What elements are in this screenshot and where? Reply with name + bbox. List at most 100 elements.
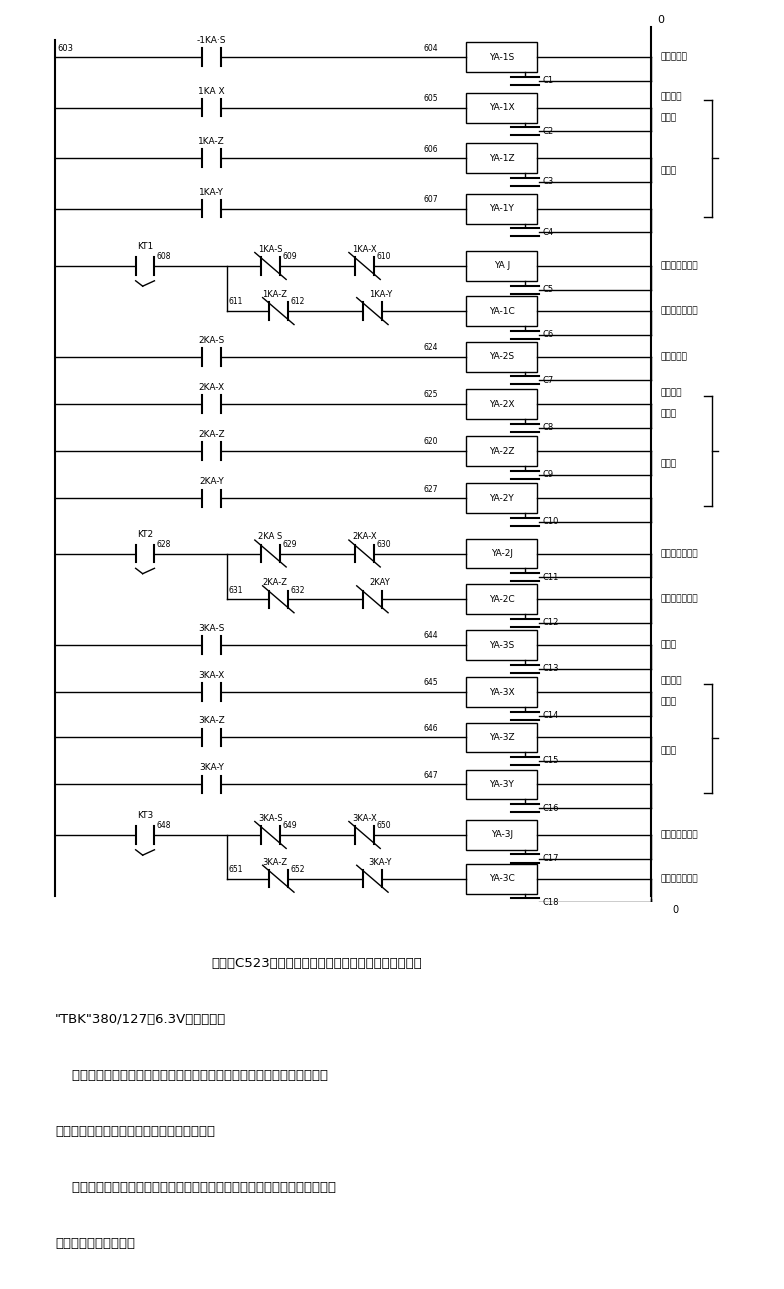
Text: 3KA-Y: 3KA-Y (199, 763, 224, 772)
Text: 624: 624 (423, 343, 437, 352)
Text: YA-2Z: YA-2Z (489, 447, 514, 455)
Text: 645: 645 (423, 678, 438, 687)
Text: C14: C14 (543, 712, 559, 721)
Text: 装在悬挂式按钮站上，对机床进行集中控制。: 装在悬挂式按钮站上，对机床进行集中控制。 (55, 1125, 215, 1138)
Text: 3KA-Z: 3KA-Z (262, 857, 287, 866)
Text: C11: C11 (543, 572, 559, 581)
Text: C7: C7 (543, 376, 554, 385)
Text: 离合器: 离合器 (660, 166, 677, 175)
Text: 水平制动离合器: 水平制动离合器 (660, 594, 698, 603)
Text: 648: 648 (157, 821, 171, 830)
Text: 水平制动离合器: 水平制动离合器 (660, 874, 698, 883)
Text: C10: C10 (543, 517, 559, 526)
Text: 左垂直刀架: 左垂直刀架 (660, 53, 687, 62)
Text: 离合器: 离合器 (660, 459, 677, 468)
Text: 垂直刀架和侧刀架均由电磁离合器来控制，全部操纵按钮及选择开关均安: 垂直刀架和侧刀架均由电磁离合器来控制，全部操纵按钮及选择开关均安 (55, 1069, 328, 1081)
Text: 620: 620 (423, 437, 437, 446)
Text: YA-3S: YA-3S (489, 641, 514, 650)
Text: 垂直制动离合器: 垂直制动离合器 (660, 262, 698, 271)
Text: 628: 628 (157, 540, 171, 549)
Text: 离合器: 离合器 (660, 746, 677, 755)
Text: YA-1Y: YA-1Y (489, 204, 514, 213)
Text: 1KA-X: 1KA-X (352, 245, 377, 254)
Text: YA-3Y: YA-3Y (489, 780, 514, 789)
Text: 603: 603 (57, 44, 73, 53)
Text: 运　动: 运 动 (660, 697, 677, 706)
Text: KT1: KT1 (137, 242, 153, 251)
Text: 1KA-Y: 1KA-Y (199, 188, 224, 197)
Text: 627: 627 (423, 485, 437, 494)
Text: 606: 606 (423, 144, 438, 153)
Text: 2KAY: 2KAY (370, 579, 390, 588)
Text: C17: C17 (543, 855, 559, 864)
Text: 651: 651 (229, 865, 243, 874)
Text: YA J: YA J (494, 262, 510, 271)
Text: YA-2Y: YA-2Y (489, 494, 514, 503)
Text: 612: 612 (290, 298, 304, 307)
Text: 605: 605 (423, 94, 438, 103)
Text: YA-3X: YA-3X (489, 688, 514, 697)
Text: 右垂直刀架: 右垂直刀架 (660, 352, 687, 361)
Text: C13: C13 (543, 664, 559, 673)
Text: 0: 0 (673, 905, 679, 915)
Text: YA-1S: YA-1S (489, 53, 514, 62)
Text: 0: 0 (657, 15, 664, 24)
Text: 629: 629 (282, 540, 296, 549)
Text: C3: C3 (543, 178, 554, 187)
Text: C2: C2 (543, 126, 554, 135)
Text: 所示为C523型双柱立式车床的控制回路。由降压变压器: 所示为C523型双柱立式车床的控制回路。由降压变压器 (212, 956, 423, 969)
Text: C12: C12 (543, 619, 559, 628)
Text: "TBK"380/127、6.3V进行供电。: "TBK"380/127、6.3V进行供电。 (55, 1013, 226, 1026)
Text: C16: C16 (543, 803, 559, 812)
Text: YA-2J: YA-2J (491, 549, 513, 558)
Text: 609: 609 (282, 253, 297, 262)
Text: YA-3C: YA-3C (489, 874, 514, 883)
Text: 1KA-S: 1KA-S (258, 245, 283, 254)
Text: 2KA-X: 2KA-X (198, 383, 225, 392)
Text: 1KA-Z: 1KA-Z (262, 290, 287, 299)
Text: 625: 625 (423, 391, 437, 400)
Text: 3KA-X: 3KA-X (352, 813, 377, 822)
Text: 1KA-Z: 1KA-Z (198, 137, 225, 146)
Text: 644: 644 (423, 632, 438, 641)
Text: 2KA-S: 2KA-S (198, 335, 225, 344)
Text: YA-2X: YA-2X (489, 400, 514, 409)
Text: 2KA-Y: 2KA-Y (199, 477, 224, 486)
Text: 3KA-S: 3KA-S (198, 624, 225, 633)
Text: 垂直制动离合器: 垂直制动离合器 (660, 549, 698, 558)
Text: 侧刀架: 侧刀架 (660, 641, 677, 650)
Text: 1KA X: 1KA X (198, 86, 225, 95)
Text: C18: C18 (543, 898, 559, 906)
Text: 控制电路的组成部分为：工作台主电动机的起动和停止，横梁升降的控制，: 控制电路的组成部分为：工作台主电动机的起动和停止，横梁升降的控制， (55, 1181, 336, 1194)
Text: 611: 611 (229, 298, 243, 307)
Text: KT2: KT2 (137, 530, 153, 539)
Text: 2KA S: 2KA S (259, 532, 282, 541)
Text: KT3: KT3 (137, 811, 153, 820)
Text: 652: 652 (290, 865, 304, 874)
Text: 运　动: 运 动 (660, 410, 677, 419)
Text: -1KA·S: -1KA·S (197, 36, 227, 45)
Text: 632: 632 (290, 585, 304, 594)
Text: 上下左右: 上下左右 (660, 388, 681, 397)
Text: 2KA-Z: 2KA-Z (262, 579, 287, 588)
Text: 650: 650 (376, 821, 391, 830)
Text: 631: 631 (229, 585, 243, 594)
Text: YA-1Z: YA-1Z (489, 153, 514, 162)
Text: 630: 630 (376, 540, 391, 549)
Text: 608: 608 (157, 253, 171, 262)
Text: 刀架的控制三个部分。: 刀架的控制三个部分。 (55, 1236, 135, 1249)
Text: YA-2C: YA-2C (489, 594, 514, 603)
Text: C5: C5 (543, 285, 554, 294)
Text: 610: 610 (376, 253, 390, 262)
Text: YA-3Z: YA-3Z (489, 733, 514, 742)
Text: C9: C9 (543, 470, 554, 480)
Text: 649: 649 (282, 821, 297, 830)
Text: 647: 647 (423, 771, 438, 780)
Text: C8: C8 (543, 423, 554, 432)
Text: C4: C4 (543, 228, 554, 237)
Text: YA-2S: YA-2S (489, 352, 514, 361)
Text: 1KA-Y: 1KA-Y (368, 290, 392, 299)
Text: 上下左右: 上下左右 (660, 92, 681, 101)
Text: 3KA-S: 3KA-S (258, 813, 283, 822)
Text: 3KA-Y: 3KA-Y (368, 857, 392, 866)
